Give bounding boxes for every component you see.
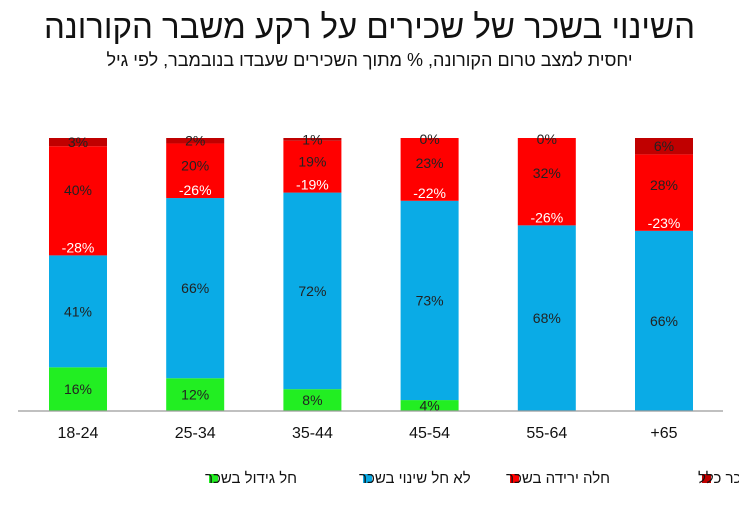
value-label-3-35-44: 19% [298, 153, 326, 169]
value-label-1-18-24: 16% [64, 381, 92, 397]
x-tick-label-35-44: 35-44 [292, 425, 333, 442]
chart-subtitle: יחסית למצב טרום הקורונה, % מתוך השכירים … [106, 50, 633, 70]
decline-label-+65: -23% [648, 215, 681, 231]
legend: חל גידול בשכר לא חל שינוי בשכר חלה ירידה ב… [205, 470, 739, 487]
value-label-3-25-34: 20% [181, 157, 209, 173]
bar-segment-2-+65 [635, 230, 693, 411]
x-tick-label-45-54: 45-54 [409, 425, 450, 442]
bar-segment-3-+65 [635, 154, 693, 231]
value-label-1-35-44: 8% [302, 392, 322, 408]
value-label-3-+65: 28% [650, 177, 678, 193]
legend-swatch-4 [702, 474, 711, 483]
bar-segment-4-+65 [635, 138, 693, 155]
decline-label-35-44: -19% [296, 177, 329, 193]
bar-segment-4-35-44 [283, 138, 342, 141]
legend-label-4: לא קיבלו שכר כלל [698, 470, 739, 487]
value-label-2-45-54: 73% [416, 292, 444, 308]
legend-label-2: לא חל שינוי בשכר [359, 470, 471, 487]
value-label-3-55-64: 32% [533, 165, 561, 181]
bar-segment-3-55-64 [517, 138, 576, 226]
legend-label-1: חל גידול בשכר [205, 470, 297, 487]
legend-swatch-2 [363, 474, 372, 483]
bar-segment-2-55-64 [517, 225, 576, 411]
chart-title: השינוי בשכר של שכירים על רקע משבר הקורונ… [43, 8, 696, 45]
bar-segment-3-25-34 [166, 143, 225, 199]
bar-segment-1-35-44 [283, 389, 342, 411]
bar-segment-2-35-44 [283, 192, 342, 390]
legend-swatch-1 [209, 474, 218, 483]
x-tick-labels: 18-24 25-34 35-44 45-54 55-64 +65 [58, 425, 678, 442]
x-tick-label-55-64: 55-64 [526, 425, 567, 442]
value-label-2-18-24: 41% [64, 303, 92, 319]
decline-label-55-64: -26% [530, 209, 563, 225]
legend-swatch-3 [510, 474, 519, 483]
value-label-4-18-24: 3% [68, 134, 88, 150]
value-label-2-25-34: 66% [181, 280, 209, 296]
value-label-4-55-64: 0% [537, 131, 557, 147]
value-label-4-45-54: 0% [419, 131, 439, 147]
bar-segment-1-45-54 [400, 400, 459, 411]
value-label-4-35-44: 1% [302, 131, 322, 147]
x-tick-label-18-24: 18-24 [58, 425, 99, 442]
value-label-4-25-34: 2% [185, 133, 205, 149]
value-label-4-+65: 6% [654, 138, 674, 154]
bar-segment-2-18-24 [49, 255, 107, 368]
value-label-2-+65: 66% [650, 313, 678, 329]
value-label-2-55-64: 68% [533, 310, 561, 326]
value-label-3-45-54: 23% [416, 155, 444, 171]
bar-segment-1-18-24 [49, 367, 107, 411]
bar-segment-3-18-24 [49, 146, 107, 256]
value-label-2-35-44: 72% [298, 283, 326, 299]
bar-segment-3-45-54 [400, 138, 459, 201]
decline-label-45-54: -22% [413, 185, 446, 201]
bar-segment-2-25-34 [166, 198, 225, 379]
decline-label-25-34: -26% [179, 182, 212, 198]
legend-label-3: חלה ירידה בשכר [506, 470, 610, 487]
x-tick-label-+65: +65 [650, 425, 677, 442]
value-label-3-18-24: 40% [64, 182, 92, 198]
bar-segment-1-25-34 [166, 378, 225, 411]
bars-layer: 16% 41% 40% 3% -28% 12% 66% 20% 2% -26% 8% 72% 19% 1%… [49, 131, 693, 414]
decline-label-18-24: -28% [62, 239, 95, 255]
bar-segment-2-45-54 [400, 200, 459, 401]
value-label-1-45-54: 4% [419, 398, 439, 414]
bar-segment-4-25-34 [166, 138, 225, 144]
bar-segment-3-35-44 [283, 140, 342, 193]
bar-segment-4-18-24 [49, 138, 107, 147]
x-tick-label-25-34: 25-34 [175, 425, 216, 442]
value-label-1-25-34: 12% [181, 387, 209, 403]
